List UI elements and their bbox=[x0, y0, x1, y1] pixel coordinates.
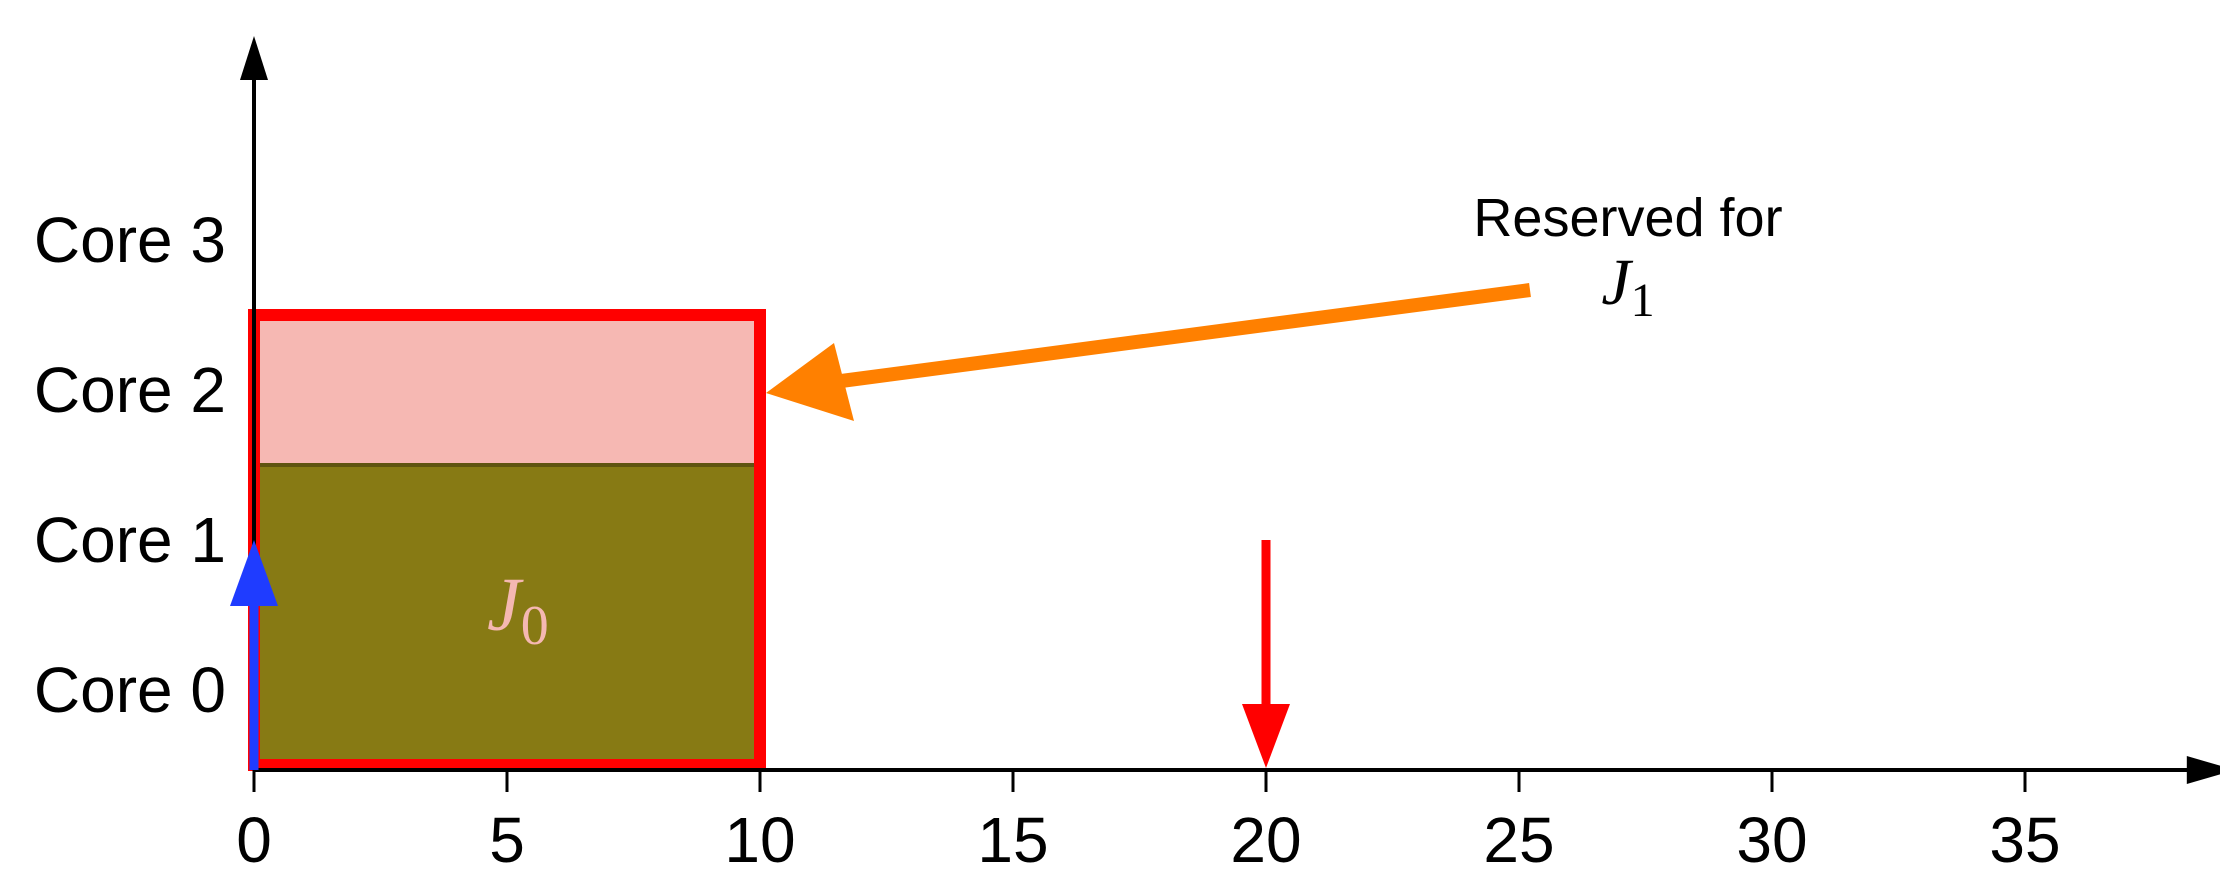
x-ticks: 0 5 10 15 20 25 30 35 bbox=[236, 770, 2061, 876]
deadline-arrow-head bbox=[1242, 704, 1290, 768]
x-axis-arrowhead bbox=[2186, 756, 2220, 784]
core-labels: Core 0 Core 1 Core 2 Core 3 bbox=[34, 204, 226, 726]
y-axis-arrowhead bbox=[240, 36, 268, 80]
annotation-arrow-head bbox=[766, 343, 854, 421]
core-label: Core 3 bbox=[34, 204, 226, 276]
job-block bbox=[254, 465, 760, 765]
annotation-math-sub: 1 bbox=[1631, 274, 1655, 327]
annotation-text: Reserved for bbox=[1473, 188, 1782, 248]
reserved-annotation-arrow bbox=[766, 283, 1531, 421]
core-label: Core 0 bbox=[34, 654, 226, 726]
x-tick-label: 10 bbox=[724, 804, 795, 876]
release-arrow-head bbox=[230, 540, 278, 606]
core-label: Core 1 bbox=[34, 504, 226, 576]
x-tick-label: 25 bbox=[1483, 804, 1554, 876]
annotation-math: J1 bbox=[1601, 246, 1654, 327]
annotation-math-main: J bbox=[1601, 246, 1633, 319]
job-label-main: J bbox=[487, 563, 524, 647]
deadline-arrow bbox=[1242, 540, 1290, 768]
x-tick-label: 0 bbox=[236, 804, 272, 876]
x-tick-label: 5 bbox=[489, 804, 525, 876]
x-tick-label: 30 bbox=[1736, 804, 1807, 876]
reserved-slot-core-2 bbox=[254, 315, 760, 465]
job-label: J0 bbox=[487, 563, 549, 657]
annotation-arrow-shaft bbox=[825, 283, 1531, 390]
x-tick-label: 15 bbox=[977, 804, 1048, 876]
job-label-sub: 0 bbox=[521, 595, 549, 657]
x-tick-label: 20 bbox=[1230, 804, 1301, 876]
x-tick-label: 35 bbox=[1989, 804, 2060, 876]
core-label: Core 2 bbox=[34, 354, 226, 426]
release-arrow bbox=[230, 540, 278, 770]
